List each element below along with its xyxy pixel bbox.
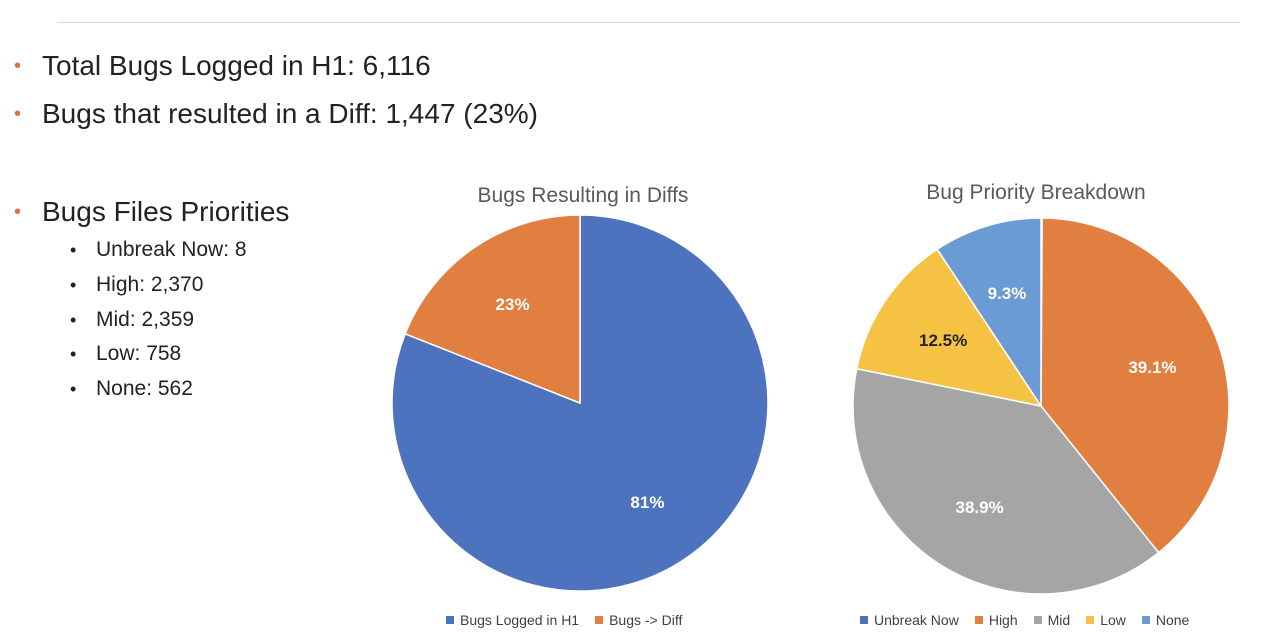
bullet-dot: • [14, 200, 22, 223]
bullet-priorities-heading: • Bugs Files Priorities [14, 196, 289, 228]
legend-diffs: Bugs Logged in H1 Bugs -> Diff [446, 612, 682, 628]
priority-item-text: Low: 758 [96, 342, 182, 365]
legend-swatch [974, 616, 983, 624]
bullet-dot: • [70, 239, 77, 260]
bullet-dot: • [14, 54, 22, 77]
priority-item: • Mid: 2,359 [70, 308, 194, 332]
bullet-dot: • [70, 309, 77, 330]
top-divider [57, 22, 1240, 23]
legend-label: High [988, 612, 1018, 628]
priority-item-text: None: 562 [96, 377, 193, 400]
legend-swatch [1086, 616, 1095, 624]
legend-item: None [1141, 612, 1190, 628]
bullet-dot: • [70, 378, 77, 399]
priority-item-text: Unbreak Now: 8 [96, 238, 247, 261]
legend-label: Mid [1047, 612, 1071, 628]
legend-label: Bugs Logged in H1 [460, 612, 580, 628]
legend-item: Mid [1033, 612, 1071, 628]
bullet-dot: • [70, 343, 77, 364]
legend-item: Bugs -> Diff [595, 612, 682, 628]
priority-item-text: Mid: 2,359 [96, 308, 195, 331]
legend-label: Unbreak Now [874, 612, 959, 628]
legend-item: High [974, 612, 1018, 628]
legend-swatch [446, 616, 454, 624]
pie-slice-bugs-diff [404, 214, 581, 405]
priority-item: • High: 2,370 [70, 273, 203, 297]
bullet-diff-bugs: • Bugs that resulted in a Diff: 1,447 (2… [14, 98, 538, 130]
chart-title-diffs: Bugs Resulting in Diffs [477, 184, 689, 207]
legend-label: None [1155, 612, 1190, 628]
chart-title-priority: Bug Priority Breakdown [926, 181, 1146, 204]
bullet-dot: • [14, 102, 22, 125]
legend-label: Bugs -> Diff [609, 612, 683, 628]
bullet-total-bugs-text: Total Bugs Logged in H1: 6,116 [42, 50, 431, 81]
bullet-dot: • [70, 274, 77, 295]
priority-item: • None: 562 [70, 377, 193, 401]
legend-label: Low [1100, 612, 1126, 628]
priority-item-text: High: 2,370 [96, 273, 204, 296]
bullet-diff-bugs-text: Bugs that resulted in a Diff: 1,447 (23%… [42, 98, 538, 129]
legend-swatch [1141, 616, 1150, 624]
legend-priority: Unbreak Now High Mid Low None [860, 612, 1189, 628]
legend-swatch [595, 616, 604, 624]
pie-data-label: 23% [496, 295, 530, 314]
legend-item: Low [1086, 612, 1126, 628]
legend-swatch [1033, 616, 1042, 624]
legend-item: Unbreak Now [860, 612, 959, 628]
pie-data-label: 81% [630, 493, 664, 512]
legend-item: Bugs Logged in H1 [446, 612, 579, 628]
bullet-priorities-heading-text: Bugs Files Priorities [42, 196, 290, 227]
legend-swatch [860, 616, 868, 624]
priority-item: • Unbreak Now: 8 [70, 238, 247, 262]
priority-item: • Low: 758 [70, 342, 181, 366]
bullet-total-bugs: • Total Bugs Logged in H1: 6,116 [14, 50, 431, 82]
